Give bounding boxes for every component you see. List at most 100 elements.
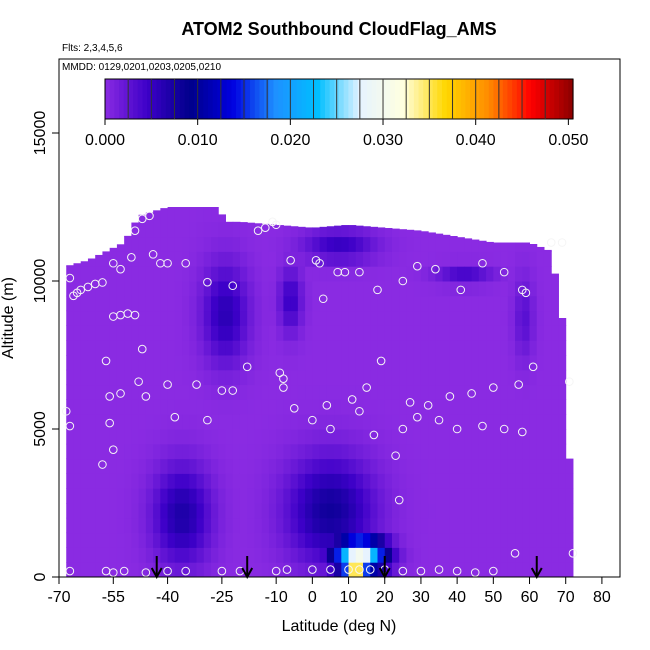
- heatmap-cell: [478, 562, 487, 577]
- heatmap-cell: [493, 266, 502, 282]
- heatmap-cell: [326, 369, 335, 386]
- heatmap-cell: [167, 369, 176, 386]
- heatmap-cell: [124, 384, 132, 400]
- y-tick-label: 0: [32, 572, 49, 581]
- colorbar-swatch: [343, 79, 349, 119]
- heatmap-cell: [73, 429, 82, 445]
- heatmap-cell: [363, 226, 371, 238]
- heatmap-cell: [225, 458, 234, 474]
- heatmap-cell: [305, 517, 313, 534]
- heatmap-cell: [507, 251, 516, 267]
- heatmap-cell: [348, 503, 357, 519]
- heatmap-cell: [478, 355, 487, 371]
- heatmap-cell: [558, 503, 567, 519]
- heatmap-cell: [384, 414, 393, 430]
- heatmap-cell: [66, 488, 74, 504]
- heatmap-cell: [203, 429, 212, 445]
- heatmap-cell: [406, 429, 415, 445]
- heatmap-cell: [80, 384, 89, 400]
- heatmap-cell: [391, 384, 400, 400]
- heatmap-cell: [355, 266, 364, 282]
- sample-point: [405, 398, 415, 407]
- heatmap-cell: [391, 236, 400, 252]
- heatmap-cell: [507, 443, 516, 460]
- heatmap-cell: [428, 266, 436, 282]
- heatmap-cell: [297, 369, 306, 386]
- heatmap-cell: [182, 473, 190, 489]
- heatmap-cell: [80, 355, 89, 371]
- heatmap-cell: [413, 340, 422, 356]
- heatmap-cell: [211, 443, 219, 460]
- heatmap-cell: [218, 266, 226, 282]
- sample-point: [528, 362, 538, 372]
- heatmap-cell: [507, 488, 516, 504]
- heatmap-cell: [420, 369, 429, 386]
- heatmap-cell: [268, 266, 277, 282]
- heatmap-cell: [261, 488, 270, 504]
- heatmap-cell: [363, 325, 371, 341]
- heatmap-cell: [486, 488, 494, 504]
- heatmap-cell: [558, 369, 567, 386]
- heatmap-cell: [355, 547, 364, 563]
- colorbar-swatch: [236, 79, 242, 119]
- heatmap-cell: [109, 340, 118, 356]
- heatmap-cell: [377, 503, 386, 519]
- heatmap-cell: [478, 240, 487, 252]
- heatmap-cell: [73, 547, 82, 563]
- heatmap-cell: [218, 503, 226, 519]
- heatmap-cell: [80, 547, 89, 563]
- heatmap-cell: [73, 369, 82, 386]
- heatmap-cell: [116, 458, 125, 474]
- heatmap-cell: [138, 221, 147, 238]
- heatmap-cell: [66, 429, 74, 445]
- heatmap-layer: [66, 207, 574, 577]
- heatmap-cell: [138, 429, 147, 445]
- heatmap-cell: [391, 369, 400, 386]
- heatmap-cell: [355, 503, 364, 519]
- heatmap-cell: [471, 399, 480, 415]
- heatmap-cell: [138, 473, 147, 489]
- heatmap-cell: [203, 562, 212, 577]
- heatmap-cell: [153, 210, 161, 223]
- heatmap-cell: [348, 310, 357, 326]
- heatmap-cell: [225, 369, 234, 386]
- heatmap-cell: [254, 532, 263, 548]
- heatmap-cell: [471, 473, 480, 489]
- heatmap-cell: [529, 399, 538, 415]
- heatmap-cell: [413, 517, 422, 534]
- heatmap-cell: [116, 488, 125, 504]
- heatmap-cell: [196, 207, 205, 223]
- heatmap-cell: [399, 562, 407, 577]
- sample-point: [431, 264, 440, 274]
- heatmap-cell: [276, 236, 284, 252]
- heatmap-cell: [384, 236, 393, 252]
- heatmap-cell: [66, 281, 74, 297]
- heatmap-cell: [558, 399, 567, 415]
- heatmap-cell: [500, 458, 509, 474]
- heatmap-cell: [399, 325, 407, 341]
- heatmap-cell: [384, 340, 393, 356]
- sample-point: [467, 389, 476, 398]
- heatmap-cell: [348, 236, 357, 252]
- heatmap-cell: [131, 488, 140, 504]
- heatmap-cell: [189, 488, 198, 504]
- heatmap-cell: [341, 384, 350, 400]
- heatmap-cell: [319, 443, 328, 460]
- heatmap-cell: [341, 414, 350, 430]
- heatmap-cell: [87, 325, 96, 341]
- heatmap-cell: [370, 517, 379, 534]
- heatmap-cell: [377, 517, 386, 534]
- heatmap-cell: [377, 355, 386, 371]
- heatmap-cell: [145, 212, 154, 223]
- heatmap-cell: [334, 414, 342, 430]
- heatmap-cell: [102, 281, 111, 297]
- heatmap-cell: [189, 310, 198, 326]
- heatmap-cell: [232, 443, 241, 460]
- sample-point: [499, 424, 509, 434]
- heatmap-cell: [529, 384, 538, 400]
- heatmap-cell: [341, 295, 350, 312]
- colorbar-swatch: [198, 79, 204, 119]
- heatmap-cell: [290, 488, 299, 504]
- heatmap-cell: [232, 266, 241, 282]
- sample-point: [65, 421, 75, 431]
